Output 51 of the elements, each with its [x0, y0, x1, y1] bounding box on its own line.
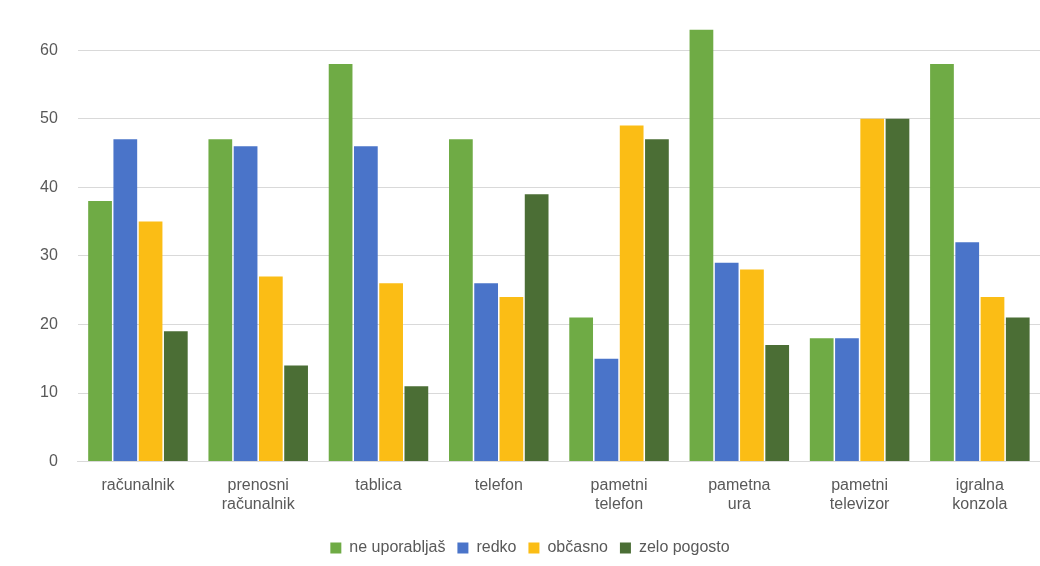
bar — [714, 262, 739, 462]
x-tick-label: pametni televizor — [829, 475, 891, 512]
y-tick-label: 0 — [48, 452, 58, 470]
bar — [353, 146, 378, 462]
x-tick-label: igralna konzola — [952, 475, 1008, 512]
x-tick-label: pametna ura — [708, 475, 771, 512]
legend-label: ne uporabljaš — [349, 538, 446, 556]
bar — [258, 276, 283, 462]
bar — [930, 63, 954, 462]
bar — [619, 125, 644, 462]
x-tick-label: računalnik — [101, 475, 176, 493]
x-tick-label: tablica — [355, 475, 402, 493]
bar — [138, 221, 163, 462]
bar — [524, 194, 549, 462]
bar — [1005, 317, 1030, 462]
bar — [765, 345, 790, 462]
bar — [645, 139, 669, 462]
bar — [284, 365, 308, 462]
bar — [499, 297, 524, 462]
bar — [113, 139, 138, 462]
bar — [689, 29, 714, 462]
y-tick-label: 60 — [40, 40, 58, 58]
y-tick-label: 50 — [40, 109, 58, 127]
x-tick-label: pametni telefon — [590, 475, 648, 512]
bar — [474, 283, 498, 462]
bar — [328, 63, 353, 462]
y-tick-label: 40 — [40, 177, 58, 195]
bar — [980, 297, 1005, 462]
bar — [449, 139, 473, 462]
bar — [594, 358, 619, 462]
legend-label: zelo pogosto — [638, 538, 730, 556]
bar — [860, 118, 885, 462]
bar — [163, 331, 188, 462]
bar — [740, 269, 764, 462]
legend-label: občasno — [547, 538, 609, 556]
legend-label: redko — [476, 538, 517, 556]
bar — [379, 283, 403, 462]
y-tick-label: 20 — [40, 314, 58, 332]
x-tick-label: prenosni računalnik — [221, 475, 296, 512]
x-tick-label: telefon — [474, 475, 523, 493]
bar — [569, 317, 594, 462]
bar — [404, 386, 429, 462]
bar — [233, 146, 258, 462]
y-tick-label: 10 — [40, 383, 58, 401]
bar — [835, 338, 859, 462]
bar — [809, 338, 834, 462]
y-tick-label: 30 — [40, 246, 58, 264]
bar — [88, 201, 112, 462]
bar — [955, 242, 980, 462]
bar — [885, 118, 910, 462]
bar — [208, 139, 233, 462]
